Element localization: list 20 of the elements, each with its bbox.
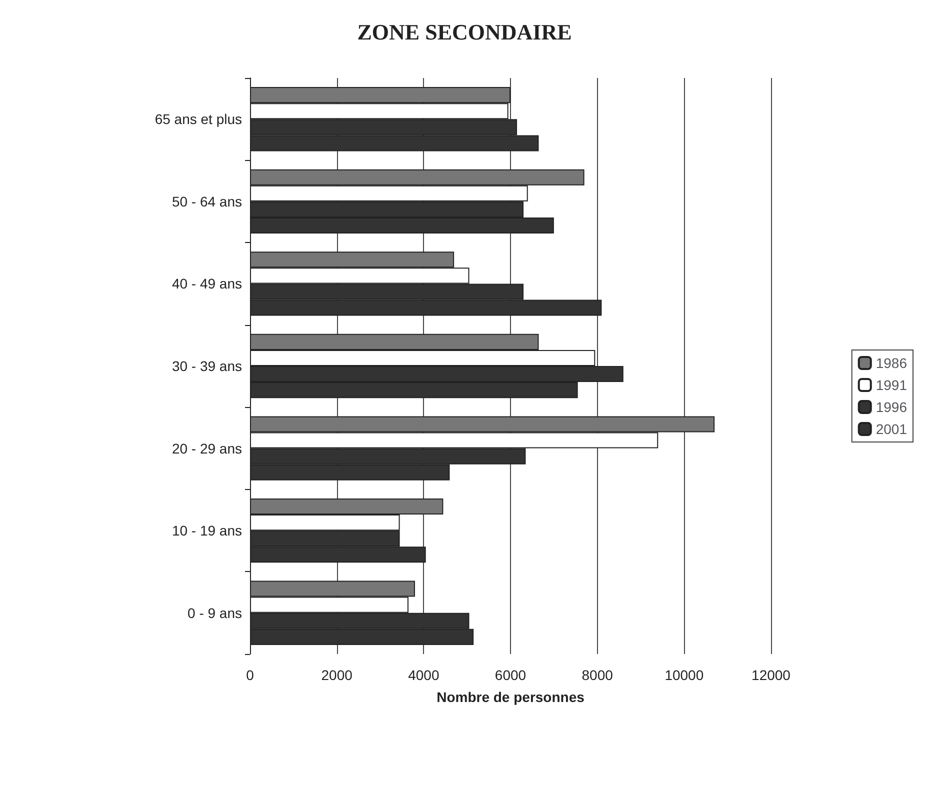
legend-label: 1996 — [876, 399, 908, 415]
legend-label: 1991 — [876, 377, 908, 393]
x-tick-label: 2000 — [321, 667, 353, 683]
y-tick-label: 30 - 39 ans — [172, 358, 242, 374]
y-tick-label: 10 - 19 ans — [172, 522, 242, 539]
x-tick-label: 8000 — [582, 667, 614, 683]
x-tick-label: 6000 — [494, 667, 526, 683]
x-tick-label: 4000 — [408, 667, 440, 683]
y-tick-label: 40 - 49 ans — [172, 276, 242, 292]
legend-label: 1986 — [876, 355, 908, 371]
x-tick-label: 12000 — [752, 667, 791, 683]
chart-title: ZONE SECONDAIRE — [357, 20, 572, 44]
x-axis-title: Nombre de personnes — [436, 689, 585, 705]
x-tick-label: 10000 — [664, 667, 704, 683]
x-tick-label: 0 — [246, 667, 254, 683]
y-tick-label: 50 - 64 ans — [172, 193, 242, 210]
y-tick-label: 0 - 9 ans — [188, 604, 242, 621]
y-tick-label: 65 ans et plus — [154, 111, 242, 128]
y-tick-label: 20 - 29 ans — [172, 440, 242, 456]
legend-label: 2001 — [876, 421, 908, 437]
